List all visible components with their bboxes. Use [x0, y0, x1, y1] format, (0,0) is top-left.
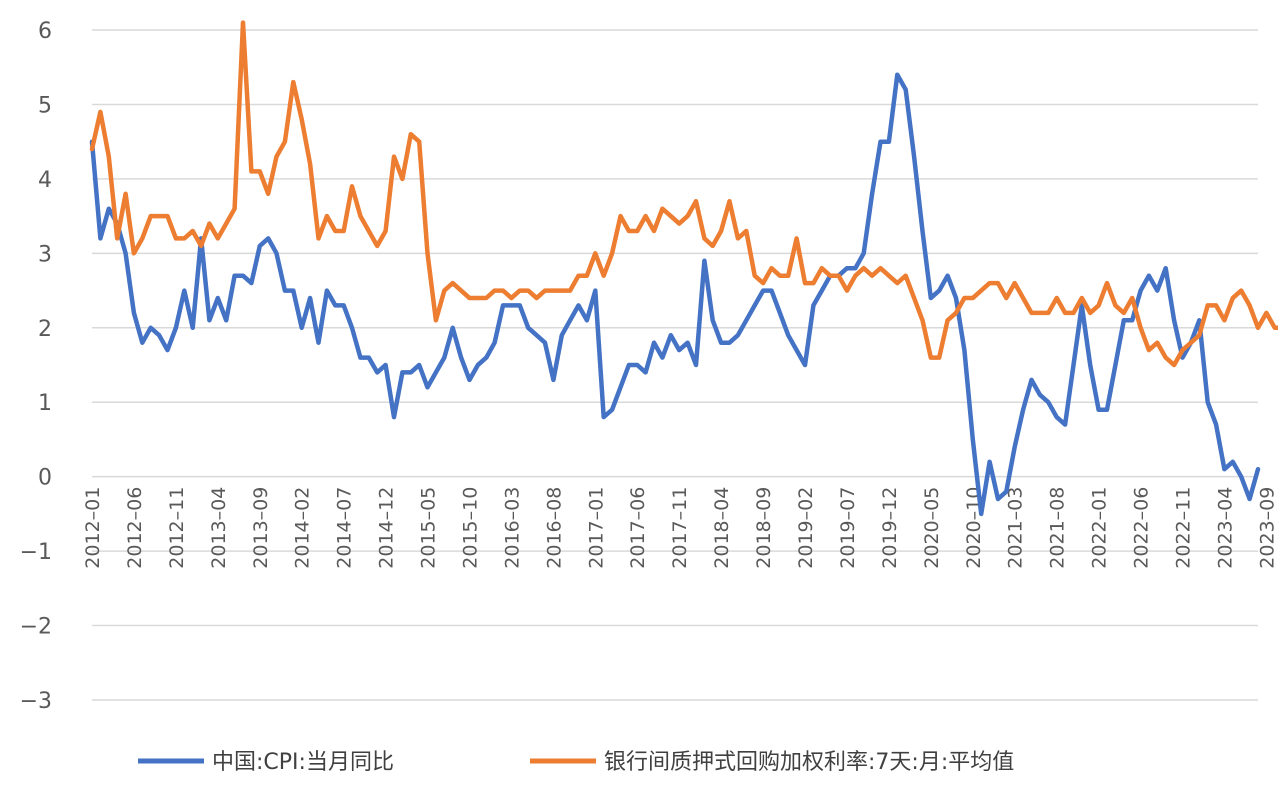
x-tick-label: 2016–03: [501, 487, 523, 569]
x-tick-label: 2014–07: [334, 487, 356, 569]
y-tick-label: 2: [38, 317, 52, 342]
x-tick-label: 2021–03: [1005, 487, 1027, 569]
x-tick-label: 2014–12: [376, 487, 398, 569]
x-tick-label: 2012–06: [124, 487, 146, 569]
legend-label: 银行间质押式回购加权利率:7天:月:平均值: [604, 750, 1014, 775]
series-lines: [89, 20, 1278, 517]
y-tick-label: 0: [38, 466, 52, 491]
x-tick-label: 2018–04: [711, 487, 733, 569]
y-tick-label: −2: [20, 615, 52, 640]
x-tick-label: 2016–08: [543, 487, 565, 569]
x-tick-label: 2023–09: [1256, 487, 1278, 569]
x-tick-label: 2013–09: [250, 487, 272, 569]
x-tick-label: 2022–01: [1089, 487, 1111, 569]
x-tick-label: 2019–12: [879, 487, 901, 569]
x-tick-label: 2022–11: [1173, 487, 1195, 569]
y-tick-label: −3: [20, 689, 52, 714]
y-tick-label: 6: [38, 19, 52, 44]
y-axis-tick-labels: 6 5 4 3 2 1 0 −1 −2 −3: [20, 19, 52, 714]
series-line-cpi: [89, 72, 1261, 517]
y-tick-label: 5: [38, 93, 52, 118]
x-tick-label: 2012–01: [82, 487, 104, 569]
x-tick-label: 2012–11: [166, 487, 188, 569]
x-tick-label: 2019–07: [837, 487, 859, 569]
x-tick-label: 2021–08: [1047, 487, 1069, 569]
x-tick-label: 2013–04: [208, 487, 230, 569]
y-tick-label: 4: [38, 168, 52, 193]
y-tick-label: 3: [38, 242, 52, 267]
x-tick-label: 2017–11: [669, 487, 691, 569]
x-tick-label: 2017–06: [627, 487, 649, 569]
y-tick-label: 1: [38, 391, 52, 416]
gridlines: [92, 29, 1258, 701]
series-line-repo-rate: [89, 20, 1278, 368]
legend-label: 中国:CPI:当月同比: [212, 750, 394, 775]
x-tick-label: 2023–04: [1214, 487, 1236, 569]
x-tick-label: 2015–05: [418, 487, 440, 569]
x-tick-label: 2019–02: [795, 487, 817, 569]
x-tick-label: 2020–05: [921, 487, 943, 569]
x-tick-label: 2022–06: [1131, 487, 1153, 569]
y-tick-label: −1: [20, 540, 52, 565]
x-tick-label: 2015–10: [459, 487, 481, 569]
x-axis-tick-labels: 2012–01 2012–06 2012–11 2013–04 2013–09 2014–…: [82, 487, 1278, 569]
x-tick-label: 2017–01: [585, 487, 607, 569]
x-tick-label: 2018–09: [753, 487, 775, 569]
x-tick-label: 2014–02: [292, 487, 314, 569]
legend: 中国:CPI:当月同比 银行间质押式回购加权利率:7天:月:平均值: [138, 750, 1014, 775]
